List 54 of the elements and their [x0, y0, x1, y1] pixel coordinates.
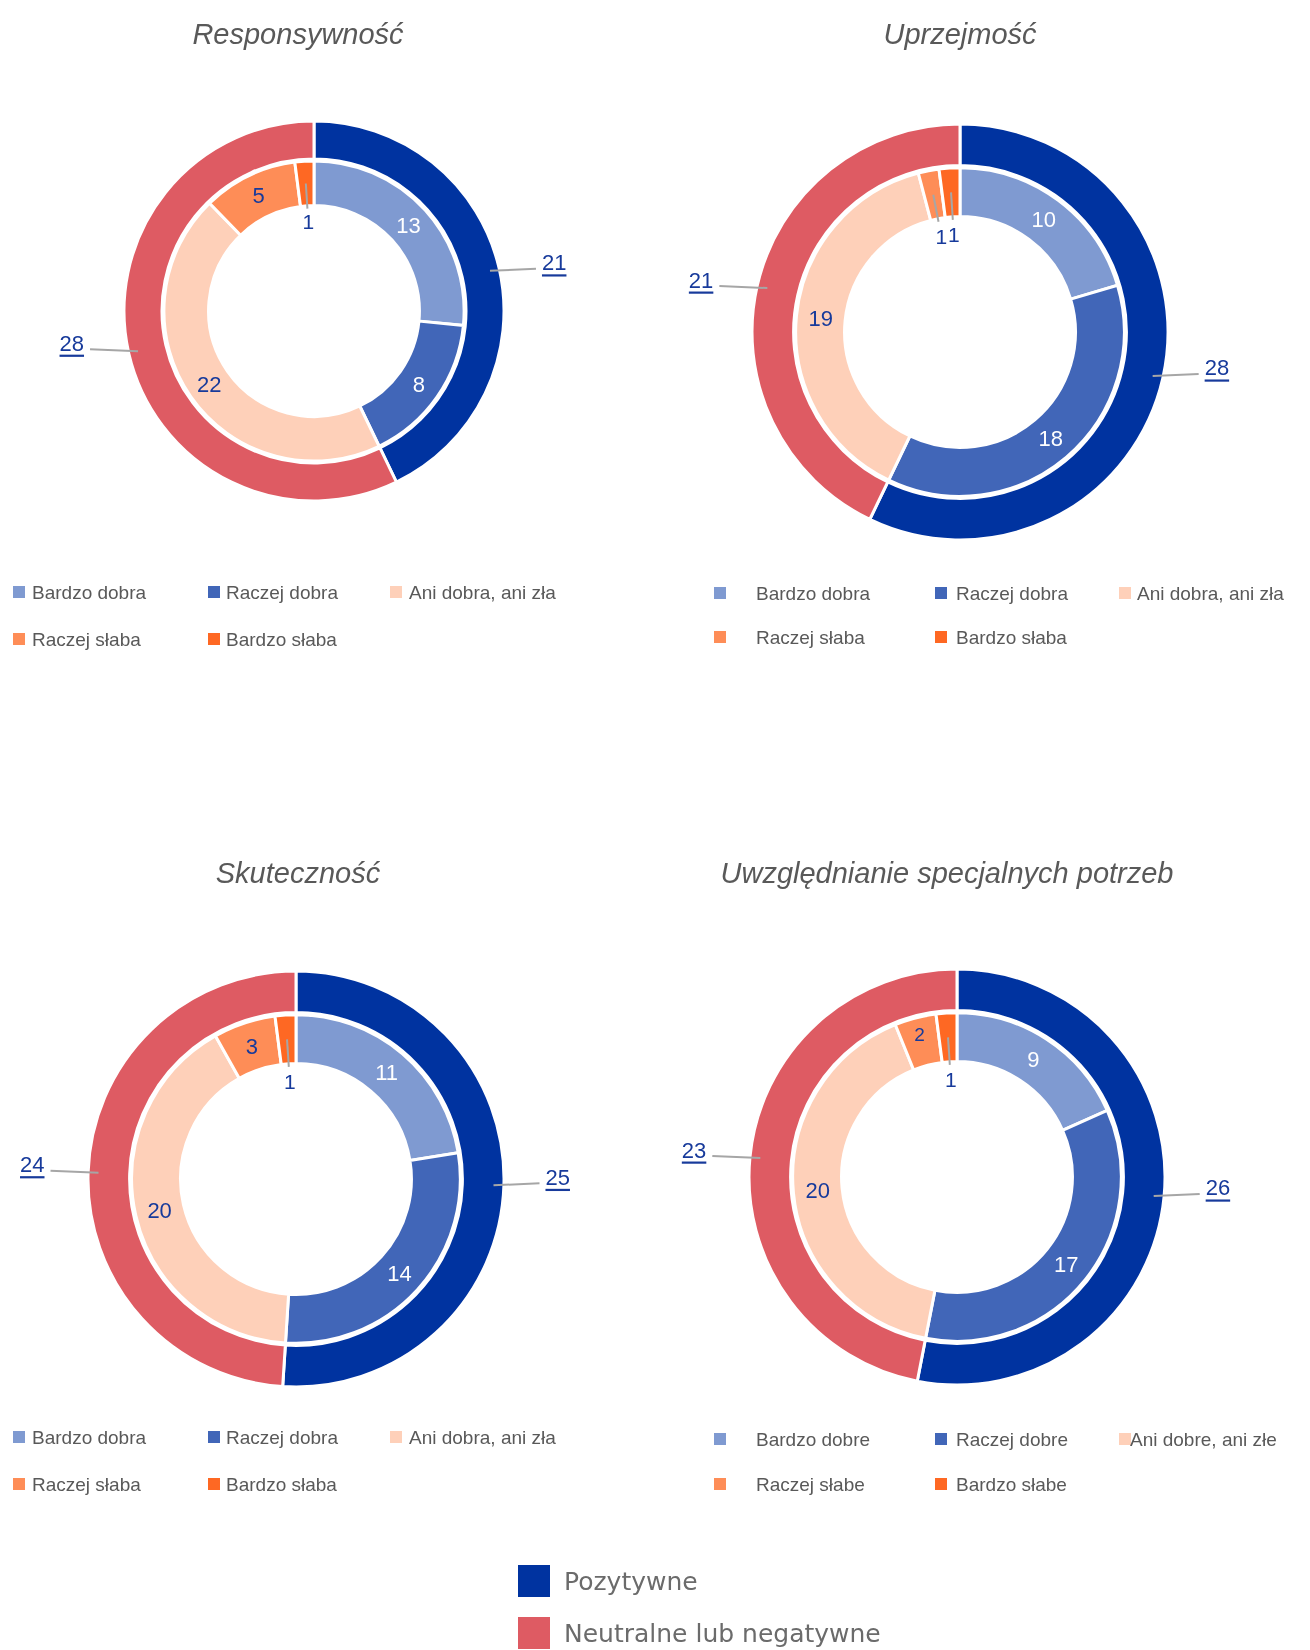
legend-label: Ani dobra, ani zła [409, 1426, 557, 1448]
data-label: 28 [59, 330, 85, 356]
data-label: 10 [1031, 207, 1056, 233]
chart-title: Uwzględnianie specjalnych potrzeb [720, 857, 1174, 889]
legend-label: Bardzo dobre [756, 1428, 871, 1450]
chart-title: Skuteczność [215, 857, 381, 889]
data-label: 20 [147, 1197, 172, 1223]
data-label: 1 [935, 224, 948, 248]
data-label: 22 [196, 371, 222, 397]
legend-label: Ani dobra, ani zła [1137, 582, 1285, 604]
legend-label: Bardzo słaba [226, 1473, 338, 1495]
chart-title: Uprzejmość [883, 18, 1038, 50]
legend-label: Neutralne lub negatywne [564, 1618, 881, 1648]
data-label: 14 [387, 1260, 412, 1286]
legend-label: Raczej dobra [226, 1426, 339, 1448]
chart-title: Responsywność [192, 18, 405, 50]
data-label: 25 [545, 1164, 570, 1190]
legend-label: Bardzo słaba [956, 626, 1068, 648]
data-label: 21 [688, 267, 714, 293]
legend-label: Ani dobre, ani złe [1130, 1428, 1277, 1450]
data-label: 1 [944, 1067, 957, 1091]
legend-label: Bardzo dobra [32, 581, 147, 603]
data-label: 18 [1038, 426, 1063, 452]
data-label: 1 [947, 222, 960, 246]
data-label: 9 [1027, 1047, 1040, 1073]
legend-label: Raczej słaba [32, 628, 142, 650]
legend-label: Raczej dobra [956, 582, 1069, 604]
data-label: 21 [541, 250, 567, 276]
legend-label: Raczej słabe [756, 1473, 865, 1495]
legend-label: Raczej słaba [756, 626, 866, 648]
data-label: 13 [396, 212, 421, 238]
data-label: 17 [1054, 1251, 1079, 1277]
data-label: 8 [412, 371, 425, 397]
data-label: 28 [1204, 355, 1230, 381]
data-label: 24 [20, 1152, 45, 1178]
legend-label: Ani dobra, ani zła [409, 581, 557, 603]
legend-label: Bardzo słaba [226, 628, 338, 650]
legend-label: Raczej słaba [32, 1473, 142, 1495]
legend-label: Bardzo słabe [956, 1473, 1067, 1495]
data-label: 19 [808, 306, 834, 332]
data-label: 1 [302, 210, 315, 234]
data-label: 5 [252, 183, 265, 209]
data-label: 23 [681, 1137, 707, 1163]
legend-label: Bardzo dobra [756, 582, 871, 604]
data-label: 11 [375, 1059, 399, 1085]
data-label: 20 [805, 1177, 831, 1203]
data-label: 2 [914, 1023, 925, 1045]
legend-label: Pozytywne [564, 1566, 698, 1596]
data-label: 3 [245, 1033, 259, 1059]
data-label: 1 [283, 1069, 296, 1093]
legend-label: Raczej dobra [226, 581, 339, 603]
data-label: 26 [1205, 1175, 1231, 1201]
legend-label: Bardzo dobra [32, 1426, 147, 1448]
legend-label: Raczej dobre [956, 1428, 1068, 1450]
